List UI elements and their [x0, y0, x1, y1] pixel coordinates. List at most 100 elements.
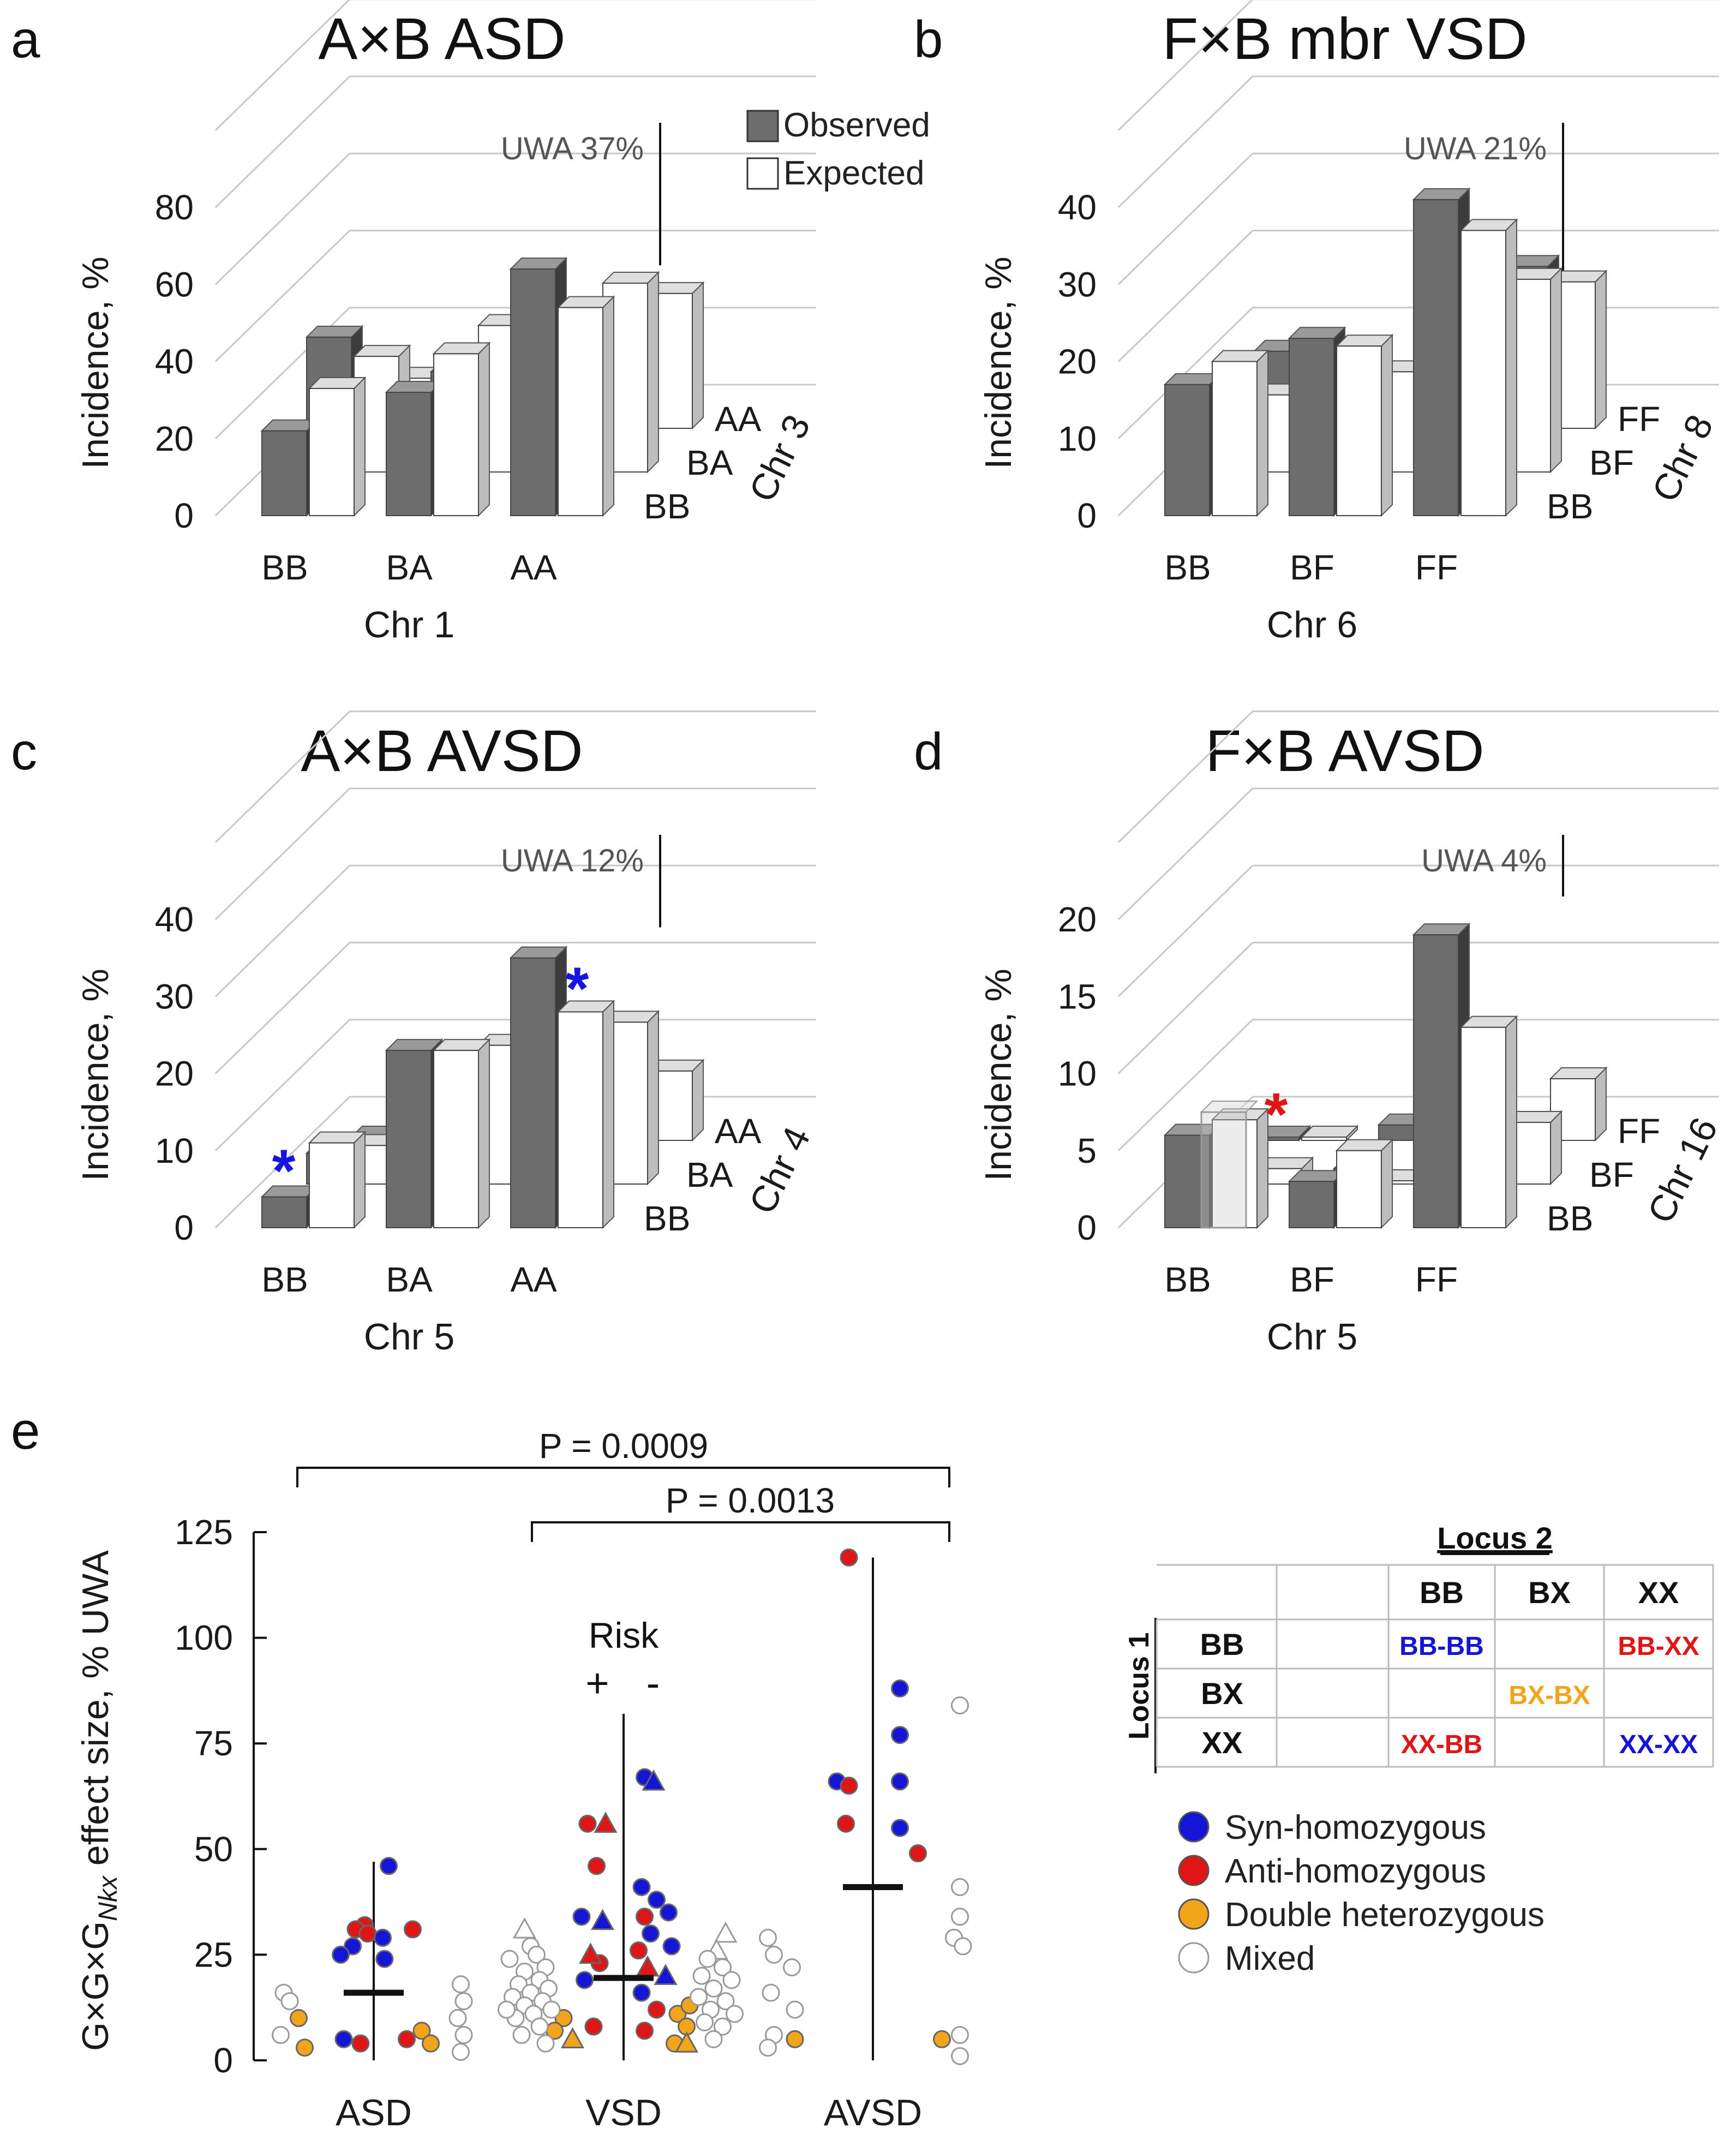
data-point	[578, 1814, 597, 1833]
panel-b-bar3d: b F×B mbr VSD 0 10 20 30 40 Incidence, % BB BF FF C…	[914, 0, 1721, 645]
data-point	[636, 2022, 654, 2040]
data-point	[422, 2034, 440, 2053]
x-tick-label: AA	[510, 1260, 557, 1299]
y-axis-label-rest: effect size, % UWA	[75, 1550, 116, 1876]
data-point	[588, 1857, 606, 1875]
legend-expected-swatch	[746, 157, 779, 190]
gridline-side	[214, 230, 351, 362]
data-point	[542, 2000, 561, 2019]
table-cell: XX-BB	[1401, 1730, 1482, 1759]
legend-marker	[1178, 1855, 1210, 1886]
y-tick-label: 10	[155, 1131, 194, 1170]
data-point	[891, 1679, 909, 1698]
depth-tick-label: FF	[1618, 399, 1660, 439]
table-row-header: XX	[1202, 1725, 1243, 1760]
legend-label: Double heterozygous	[1225, 1896, 1545, 1934]
y-tick-label: 60	[155, 265, 194, 304]
data-point	[358, 1924, 377, 1943]
data-point-triangle	[590, 1909, 615, 1930]
data-point	[332, 1945, 350, 1964]
panel-letter: a	[11, 10, 40, 69]
expected-bar	[1460, 230, 1506, 516]
x-axis-label: Chr 5	[1267, 1316, 1357, 1358]
data-point	[762, 1983, 780, 2002]
gridline-side	[214, 75, 351, 208]
data-point	[759, 2039, 777, 2057]
x-tick-label: BB	[1164, 548, 1211, 587]
legend-observed-label: Observed	[783, 106, 930, 144]
data-point	[783, 1958, 801, 1977]
legend-marker	[1178, 1811, 1210, 1843]
y-tick-label: 10	[1058, 419, 1097, 458]
data-point	[632, 1983, 651, 2002]
y-tick-label: 20	[155, 1054, 194, 1093]
x-axis-label: Chr 1	[364, 604, 454, 645]
depth-tick-label: BA	[686, 443, 733, 482]
data-point	[500, 1950, 519, 1968]
data-point	[412, 2022, 431, 2040]
gridline-side	[1117, 307, 1254, 439]
panel-letter: e	[11, 1402, 40, 1460]
data-point	[404, 1920, 422, 1939]
table-col-header: XX	[1638, 1575, 1679, 1610]
table-cell: BX-BX	[1508, 1681, 1590, 1710]
legend-label: Anti-homozygous	[1225, 1852, 1486, 1890]
data-point	[704, 1979, 723, 1998]
y-axis-label: Incidence, %	[75, 256, 116, 469]
x-tick-label: BB	[261, 548, 308, 587]
data-point-triangle	[654, 1964, 678, 1985]
table-row-header: BB	[1200, 1627, 1244, 1661]
data-point	[536, 2034, 555, 2053]
data-point	[696, 2013, 714, 2031]
panel-letter: b	[914, 10, 943, 69]
y-tick-label: 0	[1077, 496, 1097, 535]
gridline-side	[214, 1096, 351, 1229]
data-point	[840, 1777, 858, 1795]
expected-bar	[309, 387, 355, 516]
x-tick-label: BF	[1290, 548, 1334, 587]
y-tick-label: 30	[155, 977, 194, 1016]
x-tick-label: FF	[1415, 1260, 1458, 1299]
chart-title: F×B mbr VSD	[1162, 5, 1527, 71]
data-point	[498, 2000, 516, 2019]
risk-label: Risk	[589, 1615, 659, 1655]
gridline-side	[1117, 787, 1254, 920]
y-axis-label: Incidence, %	[978, 256, 1019, 469]
data-point	[351, 2034, 370, 2053]
expected-bar	[1336, 1150, 1382, 1228]
data-point	[837, 1814, 855, 1833]
depth-tick-label: AA	[715, 1111, 762, 1151]
expected-bar-ghost-top	[1200, 1101, 1259, 1113]
data-point	[630, 1941, 648, 1960]
legend-label: Syn-homozygous	[1225, 1809, 1486, 1846]
observed-bar	[261, 1196, 307, 1228]
data-point	[448, 2009, 467, 2028]
y-tick-label: 125	[175, 1513, 233, 1552]
x-axis-label: Chr 6	[1267, 604, 1357, 645]
table-cell: BB-XX	[1618, 1632, 1699, 1661]
data-point	[759, 1928, 777, 1947]
expected-bar-side	[354, 1131, 366, 1229]
panel-a-bar3d: Observed Expected a A×B ASD 0 20 40 60 80 Inciden…	[11, 0, 930, 645]
legend-label: Mixed	[1225, 1940, 1315, 1977]
y-axis-label: Incidence, %	[978, 969, 1019, 1181]
y-axis-label: G×G×GNkx effect size, % UWA	[75, 1550, 123, 2051]
gridline-side	[214, 942, 351, 1074]
panel-e-scatter: e 0 25 50 75 100 125 G×G×GNkx effect size, % UW…	[11, 1402, 972, 2133]
data-point	[454, 1992, 473, 2011]
x-tick-label: VSD	[585, 2092, 662, 2133]
gridline-side	[1117, 1019, 1254, 1151]
y-tick-label: 0	[213, 2041, 233, 2080]
y-tick-label: 100	[175, 1618, 233, 1658]
data-point	[726, 2005, 744, 2023]
data-point	[648, 2000, 666, 2019]
expected-bar-side	[1505, 218, 1517, 517]
data-point-triangle	[594, 1812, 618, 1833]
data-point	[572, 1908, 591, 1926]
uwa-label: UWA 21%	[1404, 131, 1547, 166]
significance-asterisk: *	[1265, 1081, 1288, 1148]
gridline-side	[214, 787, 351, 920]
gridline-side	[214, 865, 351, 997]
depth-tick-label: BB	[644, 1199, 690, 1238]
